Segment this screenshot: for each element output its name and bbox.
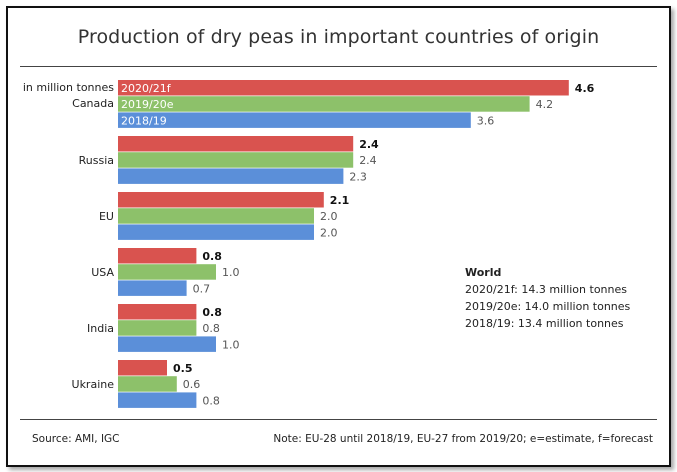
value-label-usa-2020-21f: 0.8 — [202, 250, 222, 263]
category-label-canada: Canada — [72, 97, 114, 110]
value-label-russia-2020-21f: 2.4 — [359, 138, 379, 151]
value-label-eu-2018-19: 2.0 — [320, 226, 338, 239]
world-line-2020-21: 2020/21f: 14.3 million tonnes — [465, 283, 627, 296]
unit-label: in million tonnes — [23, 81, 114, 94]
bar-ukraine-2018-19 — [118, 392, 197, 408]
value-label-usa-2019-20e: 1.0 — [222, 266, 240, 279]
bar-russia-2020-21f — [118, 136, 354, 152]
bar-canada-2019-20e — [118, 96, 530, 112]
bar-india-2019-20e — [118, 320, 197, 336]
bar-eu-2019-20e — [118, 208, 314, 224]
series-label-2019-20e: 2019/20e — [121, 98, 174, 111]
series-label-2020-21f: 2020/21f — [121, 82, 172, 95]
value-label-eu-2019-20e: 2.0 — [320, 210, 338, 223]
footer-divider — [20, 419, 657, 420]
value-label-ukraine-2020-21f: 0.5 — [173, 362, 193, 375]
category-label-india: India — [87, 322, 114, 335]
bar-chart: in million tonnes Canada 4.6 2020/21f 4.2 201… — [23, 80, 595, 408]
bar-usa-2020-21f — [118, 248, 197, 264]
category-label-russia: Russia — [79, 154, 114, 167]
category-label-usa: USA — [91, 266, 114, 279]
bar-india-2018-19 — [118, 336, 216, 352]
value-label-canada-2020-21f: 4.6 — [575, 82, 595, 95]
chart-frame: Production of dry peas in important coun… — [6, 6, 671, 467]
note-text: Note: EU-28 until 2018/19, EU-27 from 20… — [273, 433, 653, 445]
bar-russia-2019-20e — [118, 152, 354, 168]
category-label-eu: EU — [99, 210, 114, 223]
bar-eu-2020-21f — [118, 192, 324, 208]
value-label-india-2020-21f: 0.8 — [202, 306, 222, 319]
value-label-india-2018-19: 1.0 — [222, 338, 240, 351]
source-text: Source: AMI, IGC — [32, 433, 120, 445]
bar-ukraine-2020-21f — [118, 360, 167, 376]
world-summary: World 2020/21f: 14.3 million tonnes 2019… — [465, 264, 630, 332]
bar-russia-2018-19 — [118, 168, 344, 184]
title-divider — [20, 66, 657, 67]
bar-india-2020-21f — [118, 304, 197, 320]
value-label-russia-2018-19: 2.3 — [349, 170, 367, 183]
chart-title: Production of dry peas in important coun… — [77, 26, 600, 48]
bar-usa-2018-19 — [118, 280, 187, 296]
value-label-ukraine-2019-20e: 0.6 — [183, 378, 201, 391]
value-label-usa-2018-19: 0.7 — [193, 282, 211, 295]
value-label-india-2019-20e: 0.8 — [202, 322, 220, 335]
bar-ukraine-2019-20e — [118, 376, 177, 392]
value-label-russia-2019-20e: 2.4 — [359, 154, 377, 167]
value-label-eu-2020-21f: 2.1 — [330, 194, 350, 207]
world-line-2019-20: 2019/20e: 14.0 million tonnes — [465, 300, 631, 313]
bar-canada-2018-19 — [118, 112, 471, 128]
value-label-ukraine-2018-19: 0.8 — [202, 394, 220, 407]
bar-canada-2020-21f — [118, 80, 569, 96]
world-title: World — [465, 266, 502, 279]
category-label-ukraine: Ukraine — [72, 378, 115, 391]
bar-usa-2019-20e — [118, 264, 216, 280]
value-label-canada-2019-20e: 4.2 — [536, 98, 554, 111]
world-line-2018-19: 2018/19: 13.4 million tonnes — [465, 317, 624, 330]
series-label-2018-19: 2018/19 — [121, 114, 167, 127]
value-label-canada-2018-19: 3.6 — [477, 114, 495, 127]
bar-eu-2018-19 — [118, 224, 314, 240]
